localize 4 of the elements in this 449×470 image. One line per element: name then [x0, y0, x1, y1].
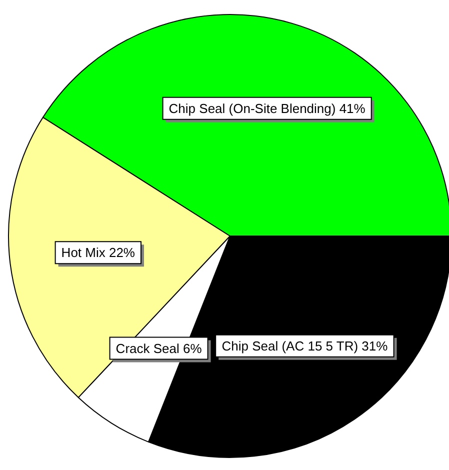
- slice-label: Hot Mix 22%: [61, 245, 136, 260]
- slice-label: Crack Seal 6%: [116, 340, 202, 356]
- slice-label: Chip Seal (AC 15 5 TR) 31%: [222, 338, 388, 354]
- slice-label: Chip Seal (On-Site Blending) 41%: [168, 100, 366, 116]
